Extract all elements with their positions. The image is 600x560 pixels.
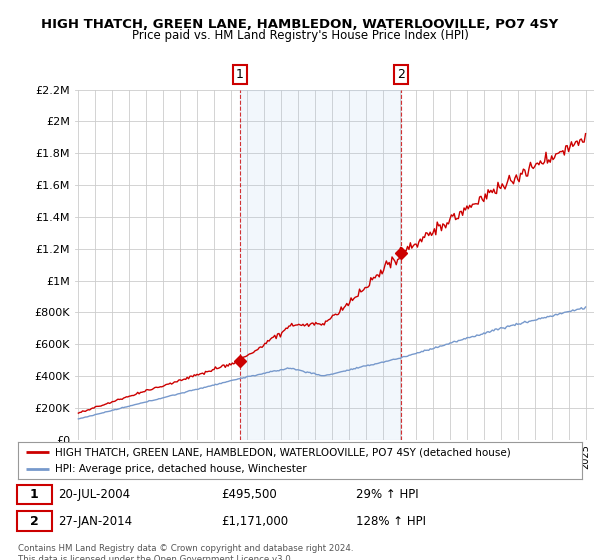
Bar (240, 90, 401, 440)
Text: 2: 2 (397, 68, 405, 81)
Text: 29% ↑ HPI: 29% ↑ HPI (356, 488, 419, 501)
Text: £495,500: £495,500 (221, 488, 277, 501)
FancyBboxPatch shape (17, 511, 52, 531)
Text: HPI: Average price, detached house, Winchester: HPI: Average price, detached house, Winc… (55, 464, 306, 474)
Text: 1: 1 (236, 68, 244, 81)
Text: HIGH THATCH, GREEN LANE, HAMBLEDON, WATERLOOVILLE, PO7 4SY (detached house): HIGH THATCH, GREEN LANE, HAMBLEDON, WATE… (55, 447, 511, 457)
Text: 2: 2 (30, 515, 39, 528)
Text: 128% ↑ HPI: 128% ↑ HPI (356, 515, 427, 528)
Text: 20-JUL-2004: 20-JUL-2004 (59, 488, 131, 501)
Text: £1,171,000: £1,171,000 (221, 515, 288, 528)
Text: Price paid vs. HM Land Registry's House Price Index (HPI): Price paid vs. HM Land Registry's House … (131, 29, 469, 42)
Text: HIGH THATCH, GREEN LANE, HAMBLEDON, WATERLOOVILLE, PO7 4SY: HIGH THATCH, GREEN LANE, HAMBLEDON, WATE… (41, 18, 559, 31)
Text: Contains HM Land Registry data © Crown copyright and database right 2024.
This d: Contains HM Land Registry data © Crown c… (18, 544, 353, 560)
FancyBboxPatch shape (17, 485, 52, 505)
Text: 1: 1 (30, 488, 39, 501)
Text: 27-JAN-2014: 27-JAN-2014 (59, 515, 133, 528)
